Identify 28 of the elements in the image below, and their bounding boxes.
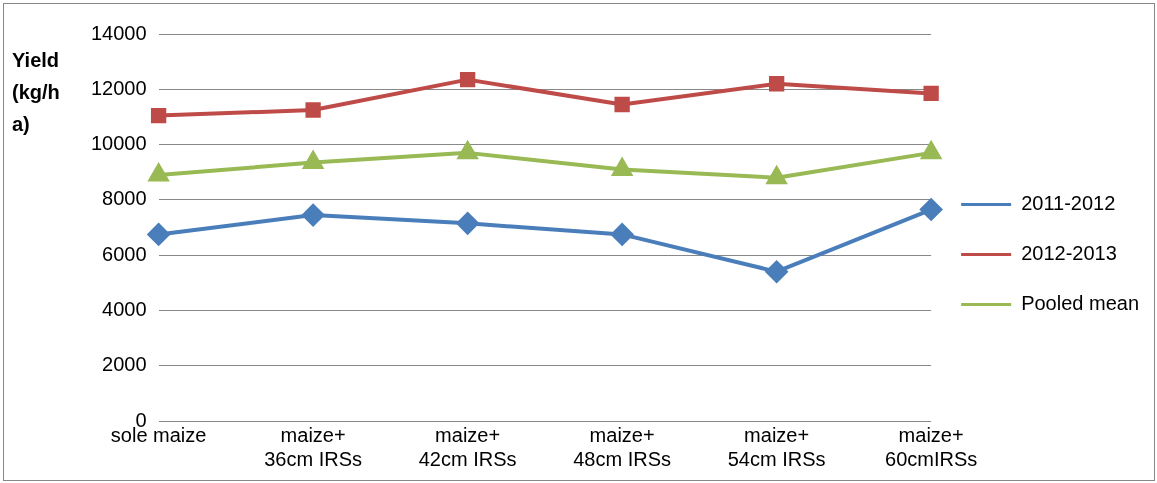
point [765, 260, 788, 283]
legend-label: Pooled mean [1021, 292, 1140, 315]
point [768, 76, 785, 92]
point [920, 198, 943, 221]
x-tick-label: maize+ 42cm IRSs [418, 423, 517, 470]
x-tick-label: maize+ 60cmIRSs [885, 423, 978, 470]
point [611, 223, 634, 246]
legend-label: 2012-2013 [1021, 242, 1117, 265]
y-axis-title: Yield (kg/ha) [12, 48, 61, 137]
point [614, 96, 630, 113]
point [302, 204, 325, 227]
y-tick-label: 2000 [102, 353, 147, 376]
y-tick-label: 8000 [102, 187, 147, 210]
point [459, 71, 476, 88]
y-tick-label: 14000 [90, 21, 147, 44]
point [147, 223, 170, 246]
point [923, 85, 939, 102]
y-tick-label: 6000 [102, 242, 147, 265]
point [305, 102, 321, 118]
y-tick-label: 4000 [102, 297, 147, 320]
x-tick-label: maize+ 48cm IRSs [573, 423, 672, 470]
x-tick-label: maize+ 36cm IRSs [264, 423, 363, 470]
y-tick-label: 10000 [90, 132, 147, 155]
point [150, 107, 167, 124]
point [456, 212, 479, 235]
y-tick-label: 12000 [90, 76, 147, 99]
legend-label: 2011-2012 [1021, 192, 1116, 215]
x-tick-label: maize+ 54cm IRSs [727, 423, 826, 470]
